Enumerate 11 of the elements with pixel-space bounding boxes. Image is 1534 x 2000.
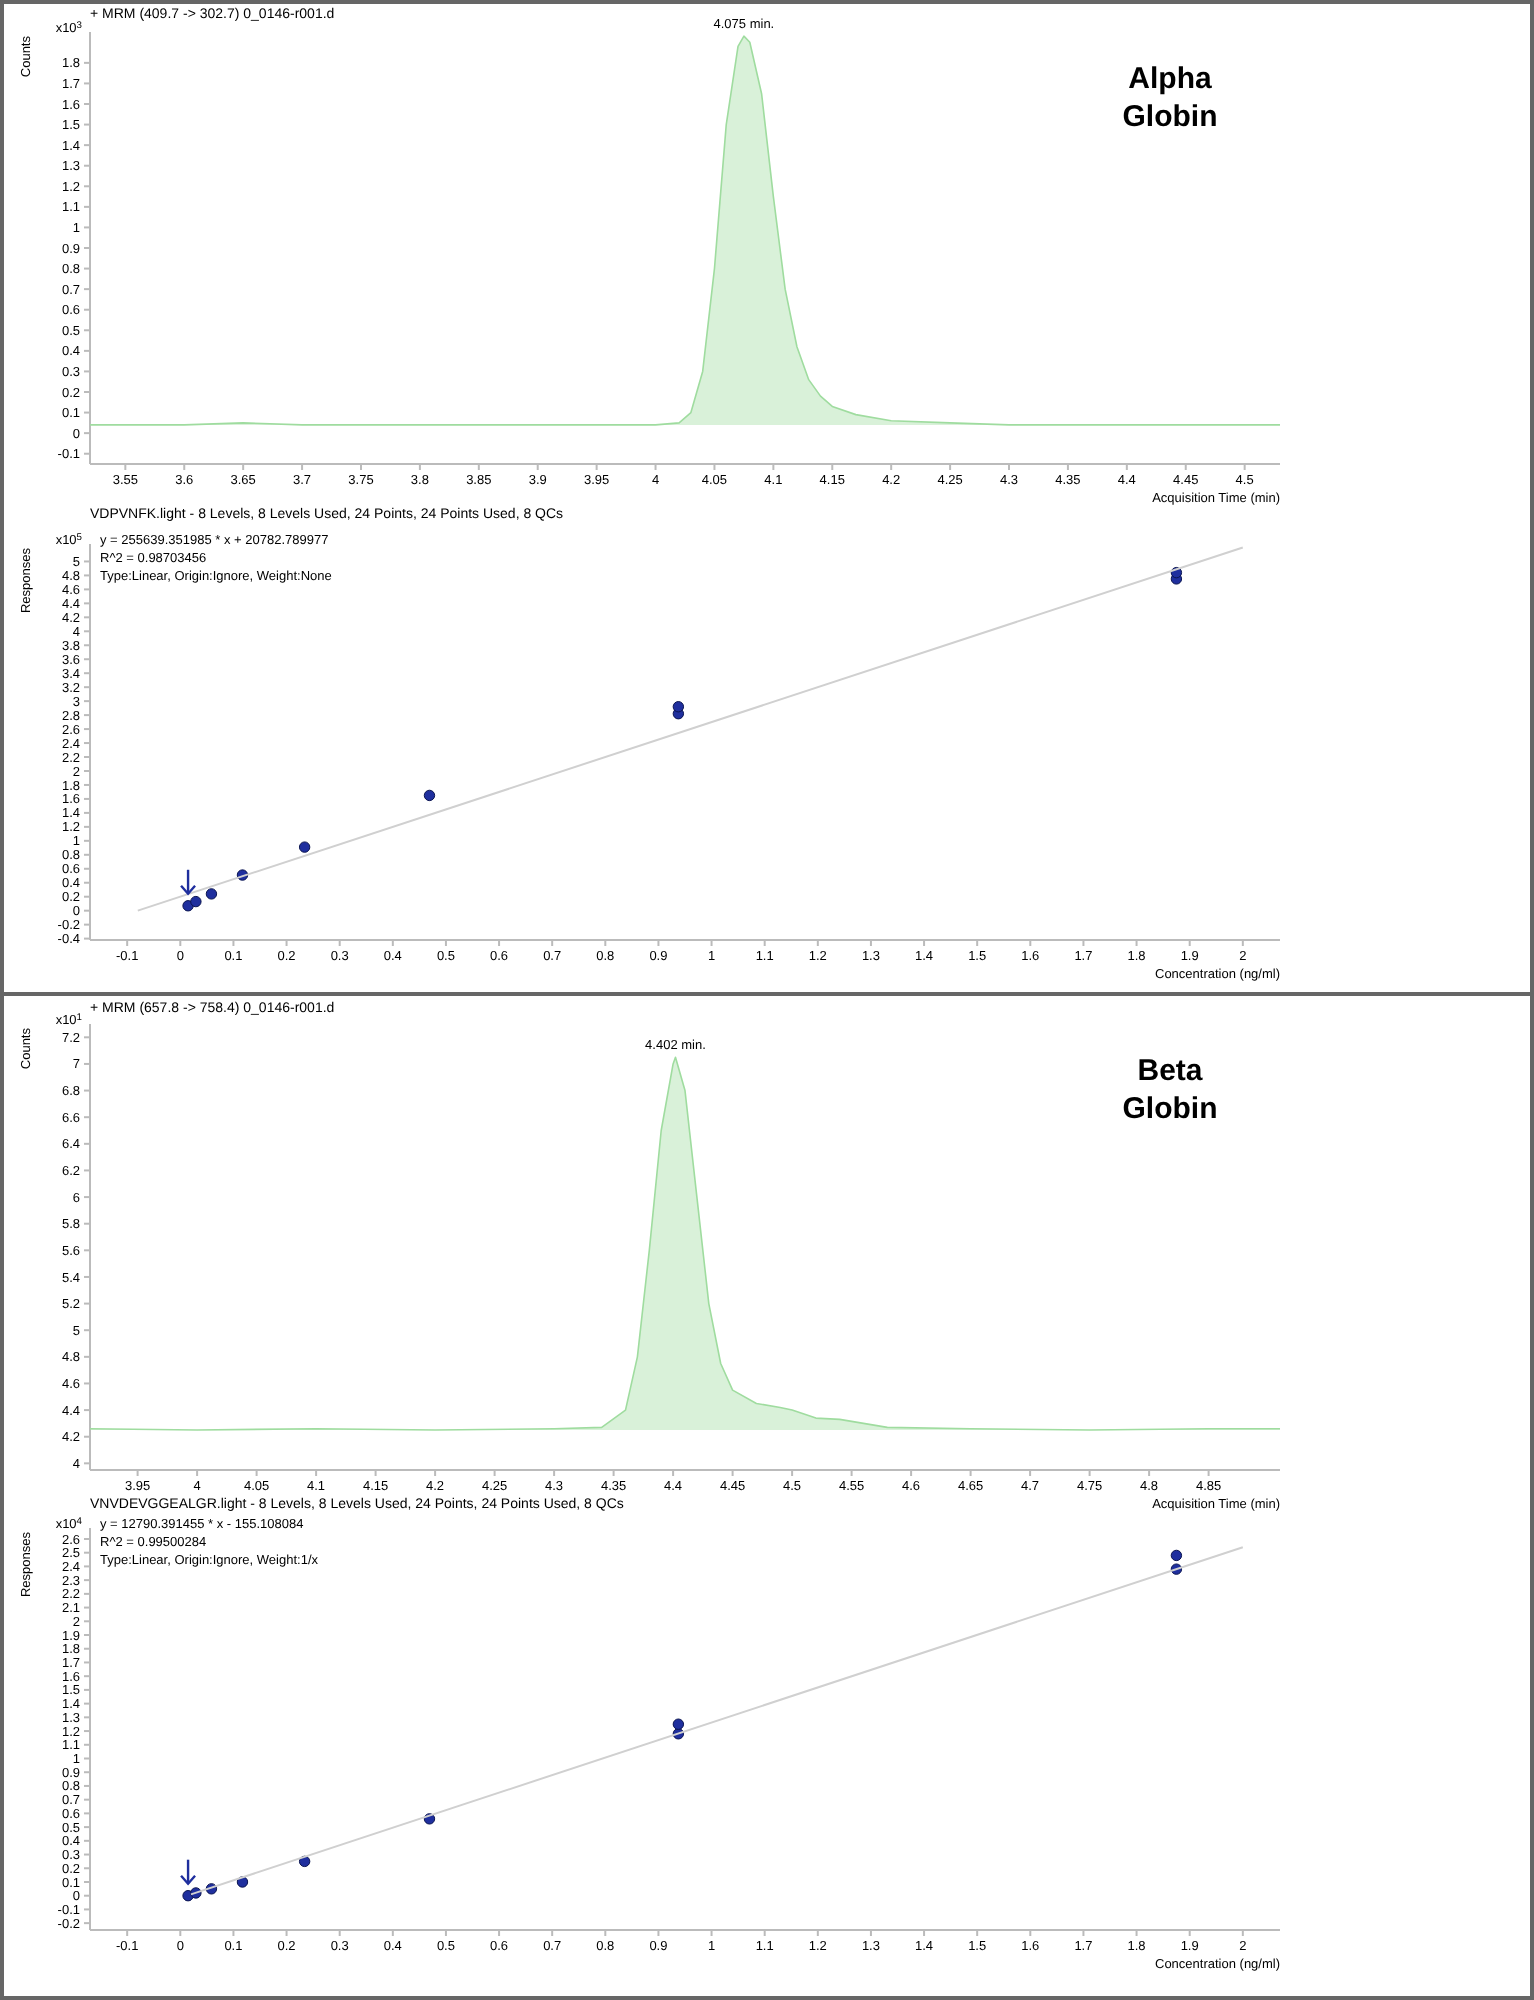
point: [672, 701, 685, 713]
point: [182, 900, 194, 912]
point: [236, 1876, 249, 1888]
annotation: Alpha Globin: [1122, 62, 1218, 134]
point: [1170, 1549, 1183, 1562]
annotation: Beta Globin: [1122, 1054, 1218, 1126]
point: [423, 789, 436, 802]
point: [672, 1718, 685, 1730]
point: [190, 895, 202, 908]
point: [298, 841, 311, 853]
point: [205, 888, 218, 900]
